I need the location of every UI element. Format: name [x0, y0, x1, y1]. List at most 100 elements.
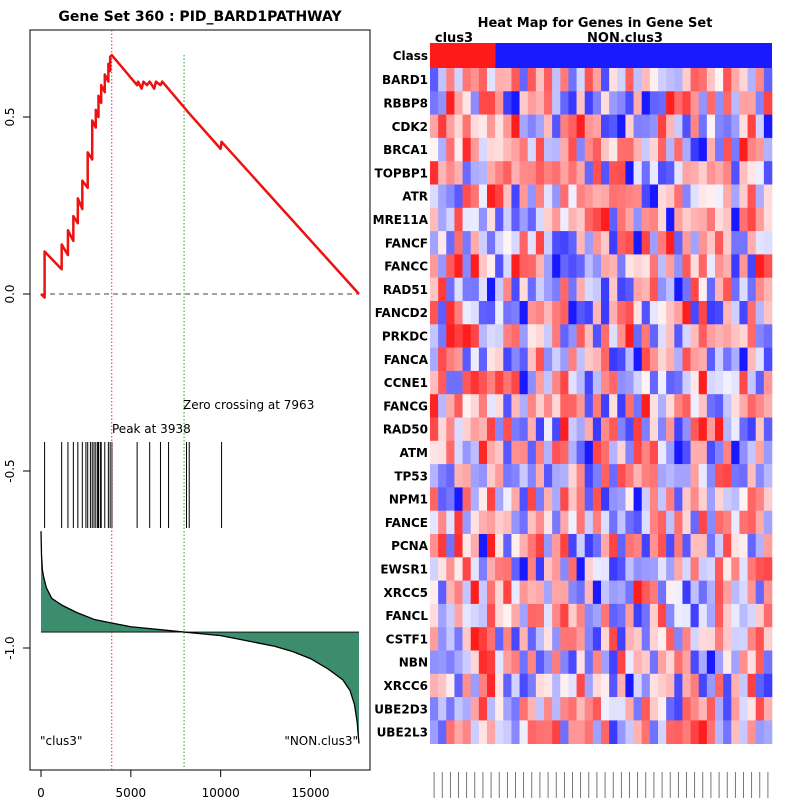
heatmap-cell: [690, 207, 700, 232]
heatmap-cell: [625, 184, 634, 209]
heatmap-cell: [658, 114, 667, 139]
heatmap-cell: [568, 161, 577, 185]
heatmap-cell: [649, 720, 659, 744]
heatmap-cell: [568, 580, 577, 605]
heatmap-cell: [641, 534, 651, 558]
heatmap-cell: [739, 673, 748, 698]
heatmap-cell: [715, 161, 724, 185]
heatmap-cell: [544, 580, 553, 605]
heatmap-cell: [478, 68, 488, 92]
heatmap-cell: [592, 370, 602, 395]
heatmap-cell: [731, 603, 740, 628]
heatmap-cell: [633, 510, 643, 535]
heatmap-cell: [601, 324, 610, 348]
gene-label: RBBP8: [383, 96, 428, 110]
heatmap-cell: [649, 650, 659, 675]
heatmap-cell: [487, 254, 496, 278]
heatmap-cell: [560, 207, 569, 232]
heatmap-cell: [576, 673, 586, 698]
heatmap-cell: [682, 487, 691, 511]
heatmap-cell: [690, 254, 700, 278]
heatmap-cell: [584, 697, 594, 721]
heatmap-cell: [617, 603, 626, 628]
heatmap-cell: [641, 417, 651, 442]
heatmap-cell: [544, 277, 553, 302]
heatmap-cell: [649, 347, 659, 372]
heatmap-cell: [592, 114, 602, 139]
heatmap-cell: [544, 207, 553, 232]
heatmap-cell: [747, 207, 757, 232]
heatmap-cell: [601, 673, 610, 698]
heatmap-cell: [576, 603, 586, 628]
heatmap-cell: [454, 440, 463, 465]
heatmap-cell: [552, 720, 561, 744]
heatmap-cell: [511, 557, 520, 581]
heatmap-cell: [666, 277, 675, 302]
heatmap-cell: [470, 650, 480, 675]
heatmap-cell: [641, 91, 651, 115]
heatmap-cell: [519, 68, 529, 92]
heatmap-cell: [755, 207, 765, 232]
heatmap-cell: [674, 207, 683, 232]
heatmap-cell: [601, 91, 610, 115]
heatmap-cell: [535, 697, 545, 721]
heatmap-cell: [438, 207, 447, 232]
heatmap-cell: [723, 487, 732, 511]
heatmap-cell: [519, 487, 529, 511]
heatmap-cell: [666, 697, 675, 721]
heatmap-cell: [739, 370, 748, 395]
heatmap-cell: [731, 464, 740, 488]
heatmap-cell: [527, 277, 537, 302]
heatmap-cell: [715, 510, 724, 535]
heatmap-cell: [747, 231, 757, 255]
heatmap-cell: [495, 137, 504, 162]
heatmap-cell: [495, 417, 504, 442]
heatmap-cell: [747, 161, 757, 185]
heatmap-cell: [544, 487, 553, 511]
heatmap-cell: [723, 650, 732, 675]
heatmap-cell: [658, 184, 667, 209]
heatmap-cell: [755, 673, 765, 698]
heatmap-cell: [592, 207, 602, 232]
heatmap-cell: [535, 91, 545, 115]
heatmap-cell: [454, 417, 463, 442]
heatmap-cell: [584, 91, 594, 115]
heatmap-cell: [690, 603, 700, 628]
heatmap-cell: [478, 394, 488, 418]
heatmap-cell: [755, 301, 765, 325]
heatmap-cell: [723, 417, 732, 442]
heatmap-cell: [666, 207, 675, 232]
heatmap-cell: [731, 137, 740, 162]
heatmap-cell: [519, 347, 529, 372]
heatmap-cell: [487, 68, 496, 92]
heatmap-cell: [511, 137, 520, 162]
heatmap-cell: [706, 627, 716, 651]
heatmap-cell: [617, 487, 626, 511]
heatmap-cell: [739, 720, 748, 744]
heatmap-cell: [527, 231, 537, 255]
heatmap-cell: [446, 464, 455, 488]
heatmap-cell: [527, 487, 537, 511]
heatmap-cell: [666, 68, 675, 92]
heatmap-cell: [682, 324, 691, 348]
heatmap-cell: [649, 254, 659, 278]
heatmap-cell: [576, 627, 586, 651]
heatmap-cell: [462, 324, 472, 348]
heatmap-cell: [576, 580, 586, 605]
heatmap-cell: [478, 184, 488, 209]
heatmap-cell: [503, 650, 512, 675]
heatmap-cell: [731, 91, 740, 115]
heatmap-cell: [470, 184, 480, 209]
heatmap-cell: [698, 650, 708, 675]
heatmap-cell: [446, 231, 455, 255]
heatmap-cell: [649, 370, 659, 395]
heatmap-cell: [747, 68, 757, 92]
heatmap-cell: [519, 510, 529, 535]
heatmap-cell: [674, 673, 683, 698]
heatmap-cell: [592, 231, 602, 255]
heatmap-cell: [511, 68, 520, 92]
heatmap-cell: [495, 697, 504, 721]
x-tick-label: 0: [37, 786, 45, 800]
heatmap-cell: [487, 534, 496, 558]
class-bar-non-clus3: [495, 43, 772, 68]
